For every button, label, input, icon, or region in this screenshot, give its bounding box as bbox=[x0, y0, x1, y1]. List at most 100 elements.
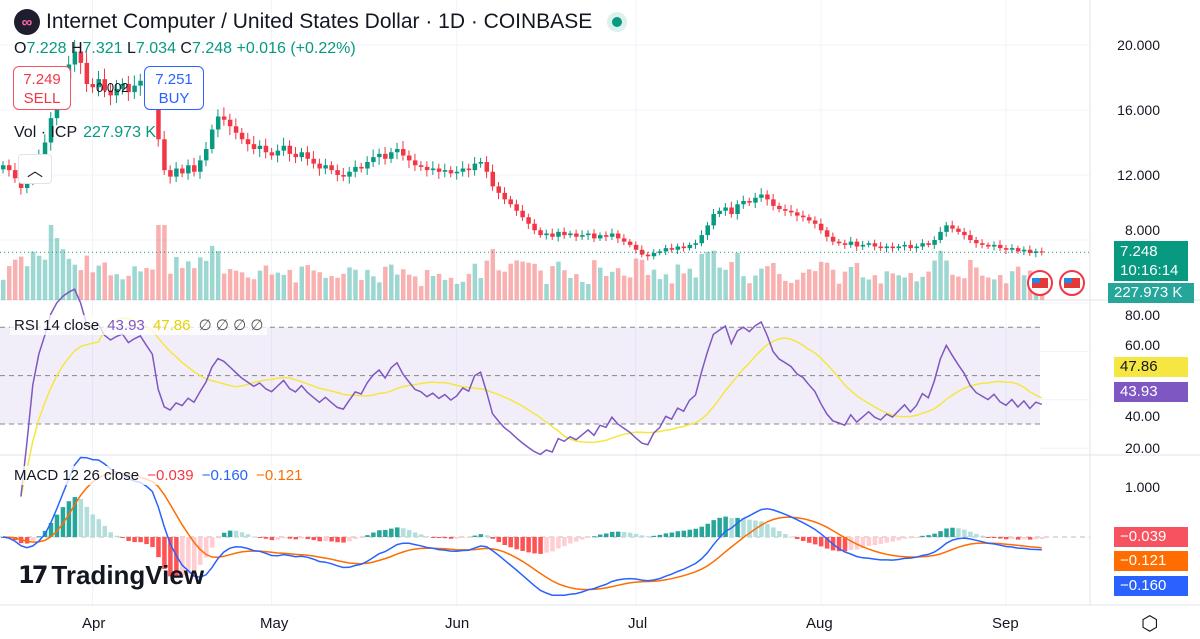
macd-histogram-bar bbox=[771, 527, 776, 537]
volume-bar bbox=[132, 266, 137, 300]
macd-histogram-bar bbox=[848, 537, 854, 550]
volume-bar bbox=[460, 281, 466, 300]
us-flag-event-icon bbox=[1032, 278, 1040, 283]
macd-histogram-bar bbox=[992, 537, 997, 538]
macd-histogram-bar bbox=[980, 535, 985, 537]
volume-bar bbox=[180, 267, 185, 300]
volume-bar bbox=[108, 275, 113, 300]
macd-histogram-bar bbox=[466, 537, 472, 538]
volume-bar bbox=[818, 261, 824, 300]
settings-gear-icon[interactable]: ⬡ bbox=[1141, 613, 1159, 635]
candle-body bbox=[72, 51, 78, 65]
macd-line bbox=[2, 456, 1042, 596]
volume-bar bbox=[400, 269, 406, 300]
volume-bar bbox=[42, 259, 48, 300]
ohlc-legend: O7.228 H7.321 L7.034 C7.248 +0.016 (+0.2… bbox=[14, 40, 356, 58]
macd-histogram-bar bbox=[269, 537, 275, 541]
volume-bar bbox=[1021, 275, 1027, 300]
time-tick: Apr bbox=[82, 615, 106, 632]
candle-body bbox=[890, 246, 896, 249]
macd-histogram-bar bbox=[484, 535, 490, 537]
candle-body bbox=[651, 253, 657, 257]
candle-body bbox=[496, 186, 502, 193]
macd-histogram-bar bbox=[371, 532, 376, 537]
macd-histogram-bar bbox=[950, 527, 955, 537]
volume-bar bbox=[36, 255, 42, 300]
volume-bar bbox=[866, 279, 872, 300]
tradingview-logo[interactable]: 𝟭𝟳 TradingView bbox=[18, 560, 204, 591]
price-tick: 20.000 bbox=[1117, 37, 1160, 53]
macd-histogram-bar bbox=[639, 535, 645, 537]
candle-body bbox=[723, 207, 728, 211]
volume-bar bbox=[986, 277, 991, 300]
candle-body bbox=[1003, 248, 1009, 250]
volume-bar bbox=[562, 270, 567, 300]
macd-histogram-bar bbox=[1009, 537, 1015, 540]
macd-histogram-bar bbox=[490, 537, 496, 539]
volume-bar bbox=[24, 266, 30, 300]
candle-body bbox=[681, 246, 687, 249]
candle-body bbox=[96, 79, 102, 88]
macd-histogram-bar bbox=[156, 537, 161, 558]
volume-bar bbox=[48, 225, 54, 300]
collapse-legend-button[interactable]: ︿ bbox=[18, 154, 52, 184]
macd-histogram-bar bbox=[96, 519, 102, 537]
candle-body bbox=[932, 240, 937, 245]
macd-histogram-bar bbox=[323, 537, 328, 542]
volume-bar bbox=[932, 260, 937, 300]
candle-body bbox=[359, 166, 364, 169]
candle-body bbox=[430, 168, 436, 171]
volume-bar bbox=[472, 263, 478, 300]
macd-histogram-bar bbox=[777, 531, 782, 537]
macd-histogram-bar bbox=[884, 537, 890, 543]
volume-bar bbox=[168, 273, 173, 300]
macd-histogram-bar bbox=[1033, 537, 1039, 540]
sell-button[interactable]: 7.249 SELL bbox=[13, 66, 71, 110]
candle-body bbox=[830, 236, 836, 242]
volume-bar bbox=[66, 258, 72, 300]
volume-bar bbox=[359, 280, 364, 300]
macd-signal-line bbox=[2, 472, 1042, 591]
candle-body bbox=[621, 238, 627, 242]
candle-body bbox=[878, 246, 884, 249]
candle-body bbox=[132, 85, 137, 93]
macd-histogram-bar bbox=[920, 535, 925, 537]
candle-body bbox=[233, 126, 239, 133]
volume-bar bbox=[233, 270, 239, 300]
volume-bar bbox=[872, 275, 878, 300]
macd-histogram-bar bbox=[36, 536, 42, 538]
volume-bar bbox=[335, 277, 340, 300]
volume-bar bbox=[568, 277, 573, 300]
macd-histogram-bar bbox=[442, 537, 448, 539]
buy-button[interactable]: 7.251 BUY bbox=[144, 66, 204, 110]
volume-bar bbox=[329, 276, 334, 300]
volume-bar bbox=[30, 251, 36, 300]
volume-bar bbox=[723, 269, 728, 300]
macd-histogram-bar bbox=[227, 530, 233, 537]
candle-body bbox=[568, 233, 573, 236]
price-tick: 8.000 bbox=[1124, 222, 1160, 238]
macd-histogram-bar bbox=[347, 537, 352, 542]
macd-label: MACD 12 26 close bbox=[14, 467, 140, 484]
candle-body bbox=[209, 129, 215, 149]
macd-histogram-bar bbox=[305, 537, 310, 540]
candle-body bbox=[974, 240, 979, 244]
volume-bar bbox=[347, 267, 352, 300]
candle-body bbox=[544, 233, 549, 236]
macd-histogram-bar bbox=[741, 518, 746, 537]
macd-tick: 1.000 bbox=[1124, 479, 1160, 495]
macd-histogram-bar bbox=[651, 535, 657, 537]
market-status-icon[interactable] bbox=[612, 17, 623, 27]
volume-bar bbox=[669, 283, 675, 300]
volume-bar bbox=[544, 283, 549, 300]
volume-bar bbox=[777, 274, 782, 300]
volume-bar bbox=[383, 266, 388, 300]
candle-body bbox=[275, 150, 281, 156]
macd-histogram-bar bbox=[144, 537, 149, 545]
candle-body bbox=[418, 165, 424, 167]
symbol-title[interactable]: ∞ Internet Computer / United States Doll… bbox=[14, 9, 623, 35]
volume-bar bbox=[484, 260, 490, 300]
volume-bar bbox=[490, 249, 496, 300]
volume-bar bbox=[806, 269, 812, 300]
